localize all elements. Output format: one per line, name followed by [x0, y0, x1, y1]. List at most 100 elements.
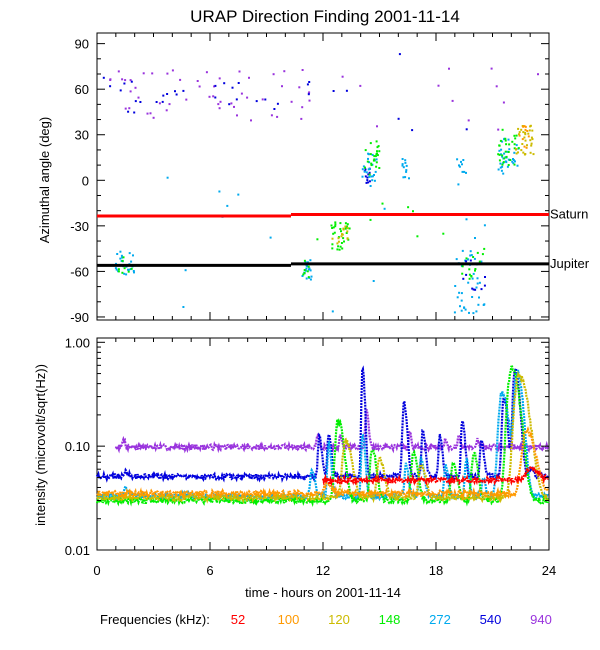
azimuth-point-940khz: [208, 95, 211, 98]
jupiter-label: Jupiter: [550, 256, 590, 271]
azimuth-point-940khz: [437, 84, 440, 87]
azimuth-point-272khz: [373, 174, 375, 176]
azimuth-point-940khz: [129, 79, 132, 82]
azimuth-point-272khz: [468, 311, 470, 314]
azimuth-point-272khz: [463, 306, 466, 309]
azimuth-point-148khz: [375, 153, 378, 156]
azimuth-point-272khz: [371, 179, 374, 182]
azimuth-point-272khz: [506, 165, 509, 168]
azimuth-point-272khz: [503, 138, 506, 141]
azimuth-point-540khz: [214, 96, 217, 99]
azimuth-point-940khz: [109, 79, 112, 81]
azimuth-point-540khz: [364, 168, 367, 171]
azimuth-point-148khz: [364, 149, 367, 152]
azimuth-point-940khz: [152, 116, 155, 119]
azimuth-point-272khz: [269, 236, 272, 239]
azimuth-point-120khz: [515, 152, 518, 155]
azimuth-point-148khz: [366, 160, 369, 163]
azimuth-point-272khz: [461, 249, 464, 252]
legend-item-52khz: 52: [231, 612, 245, 627]
intensity-series-100khz: [96, 426, 549, 501]
azimuth-point-272khz: [116, 253, 119, 255]
azimuth-point-148khz: [346, 223, 349, 226]
azimuth-point-940khz: [308, 91, 311, 94]
azimuth-point-940khz: [300, 117, 303, 120]
azimuth-point-148khz: [117, 270, 120, 273]
azimuth-point-272khz: [365, 171, 368, 174]
azimuth-point-540khz: [474, 288, 477, 291]
azimuth-point-272khz: [119, 250, 122, 253]
azimuth-point-272khz: [511, 160, 514, 163]
azimuth-point-540khz: [367, 181, 370, 184]
azimuth-point-120khz: [532, 153, 535, 156]
azimuth-point-540khz: [365, 181, 368, 184]
azimuth-point-272khz: [375, 158, 378, 161]
azimuth-point-272khz: [499, 162, 502, 165]
azimuth-point-148khz: [501, 163, 504, 166]
azimuth-point-540khz: [166, 93, 169, 95]
intensity-series-540khz: [95, 364, 550, 484]
azimuth-point-272khz: [125, 273, 128, 276]
azimuth-point-540khz: [472, 288, 475, 291]
azimuth-point-148khz: [370, 162, 373, 165]
intensity-axis-label: intensity (microvolt/sqrt(Hz)): [33, 364, 48, 526]
azimuth-point-940khz: [219, 100, 222, 103]
azimuth-point-272khz: [310, 275, 313, 278]
azimuth-point-148khz: [468, 277, 471, 280]
azimuth-point-148khz: [416, 235, 419, 238]
azimuth-point-940khz: [490, 67, 493, 70]
azimuth-point-120khz: [344, 225, 347, 228]
azimuth-point-540khz: [123, 82, 126, 85]
azimuth-point-148khz: [375, 161, 378, 164]
azimuth-point-940khz: [246, 96, 249, 99]
azimuth-point-148khz: [515, 134, 518, 137]
azimuth-point-272khz: [304, 269, 307, 272]
saturn-label: Saturn: [550, 206, 588, 221]
azimuth-point-272khz: [304, 261, 307, 263]
azimuth-point-148khz: [340, 242, 343, 244]
azimuth-point-540khz: [364, 175, 367, 178]
x-tick-label: 12: [316, 563, 330, 578]
azimuth-point-540khz: [483, 284, 486, 287]
azimuth-point-940khz: [218, 77, 221, 80]
azimuth-point-120khz: [518, 133, 520, 136]
azimuth-point-272khz: [129, 268, 132, 271]
azimuth-point-148khz: [303, 259, 306, 262]
azimuth-point-148khz: [370, 164, 373, 167]
azimuth-point-272khz: [477, 303, 480, 306]
azimuth-point-120khz: [340, 235, 343, 238]
azimuth-point-540khz: [332, 90, 335, 92]
azimuth-point-272khz: [458, 291, 461, 294]
azimuth-point-940khz: [272, 73, 275, 76]
azimuth-point-272khz: [361, 168, 364, 171]
azimuth-point-272khz: [458, 165, 461, 168]
azimuth-point-272khz: [513, 151, 516, 154]
azimuth-point-272khz: [500, 153, 502, 156]
azimuth-point-272khz: [507, 138, 510, 141]
azimuth-point-940khz: [502, 101, 505, 104]
azimuth-point-148khz: [476, 251, 479, 254]
azimuth-point-148khz: [503, 157, 506, 160]
azimuth-point-148khz: [364, 166, 366, 169]
azimuth-point-940khz: [537, 73, 539, 76]
azimuth-point-272khz: [309, 278, 312, 281]
azimuth-point-148khz: [517, 147, 520, 150]
azimuth-point-148khz: [468, 268, 471, 271]
azimuth-point-120khz: [529, 124, 532, 127]
azimuth-point-148khz: [504, 139, 507, 142]
azimuth-point-272khz: [462, 159, 465, 161]
azimuth-point-100khz: [524, 128, 527, 131]
azimuth-point-272khz: [402, 176, 405, 179]
azimuth-point-148khz: [368, 173, 371, 176]
azimuth-point-272khz: [504, 160, 507, 163]
azimuth-point-148khz: [501, 154, 504, 157]
intensity-panel: 1.00 0.10 0.010 6 12 18 24: [65, 335, 557, 578]
azimuth-point-120khz: [531, 138, 534, 141]
azimuth-point-540khz: [484, 276, 486, 278]
intensity-series-148khz: [95, 365, 550, 507]
frequency-legend: Frequencies (kHz): 52 100 120 148 272 540 940: [100, 612, 552, 627]
azimuth-point-540khz: [237, 82, 240, 84]
azimuth-point-272khz: [371, 175, 374, 178]
azimuth-point-148khz: [316, 238, 319, 241]
azimuth-point-148khz: [340, 230, 342, 233]
